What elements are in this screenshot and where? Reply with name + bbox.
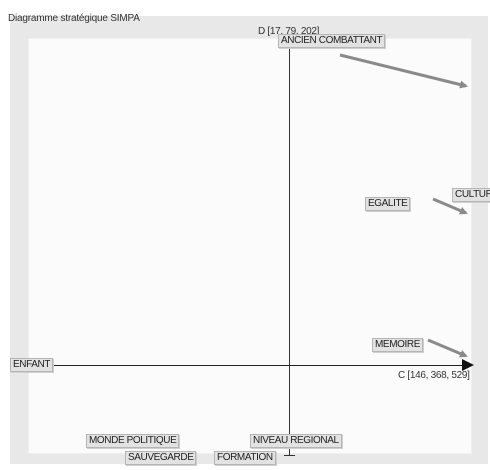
egalite-trend-arrow <box>432 197 468 215</box>
label-ancien-combattant: ANCIEN COMBATTANT <box>278 34 386 48</box>
label-monde-politique: MONDE POLITIQUE <box>86 434 180 448</box>
label-enfant: ENFANT <box>10 358 54 372</box>
label-niveau-regional: NIVEAU REGIONAL <box>250 434 342 448</box>
memoire-trend-arrow <box>427 338 468 358</box>
label-memoire: MEMOIRE <box>372 338 423 352</box>
horizontal-axis <box>46 365 466 366</box>
horizontal-axis-arrowhead <box>462 359 474 371</box>
vertical-axis-label: D [17, 79, 202] <box>258 26 320 37</box>
vertical-axis <box>289 40 290 456</box>
horizontal-axis-label: C [146, 368, 529] <box>398 370 470 381</box>
ancien-combattant-trend-arrow <box>339 53 468 89</box>
plot-area <box>28 38 472 454</box>
diagram-title: Diagramme stratégique SIMPA <box>8 13 140 24</box>
vertical-axis-end-cap <box>284 455 295 456</box>
label-egalite: EGALITE <box>365 197 411 211</box>
label-formation: FORMATION <box>214 451 276 465</box>
label-sauvegarde: SAUVEGARDE <box>125 451 197 465</box>
